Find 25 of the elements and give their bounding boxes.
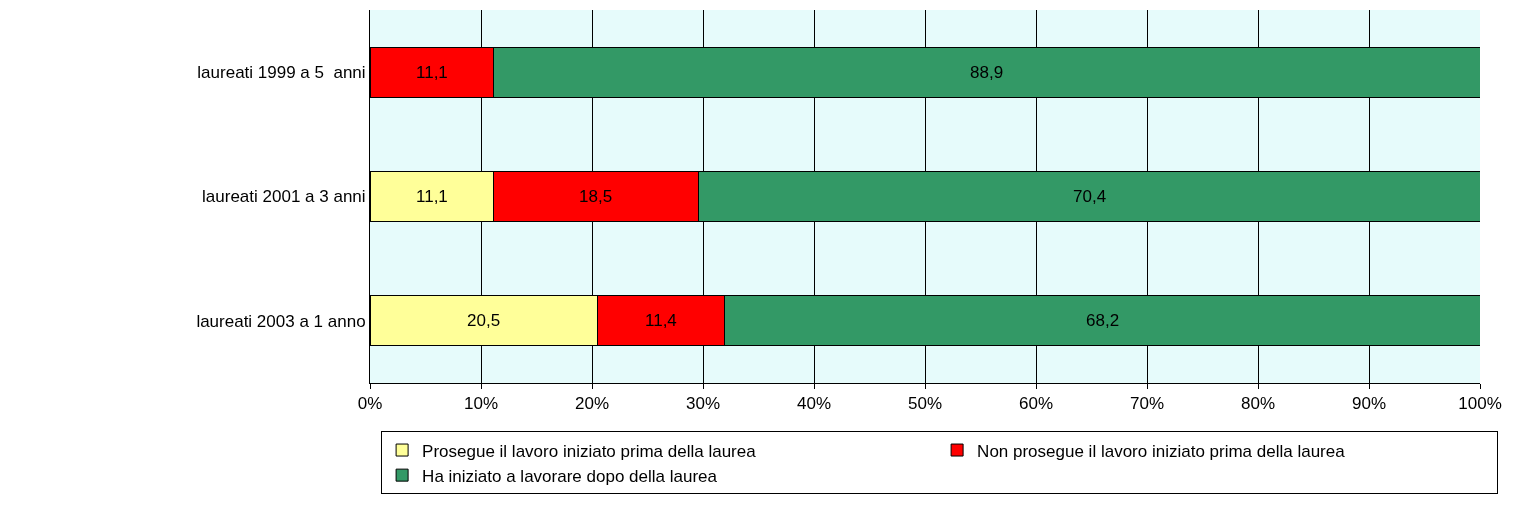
legend-label: Ha iniziato a lavorare dopo della laurea	[422, 466, 718, 486]
x-tick-label: 10%	[463, 394, 499, 414]
x-tick-label: 90%	[1351, 394, 1387, 414]
x-tick-label: 40%	[796, 394, 832, 414]
y-tick-label: laureati 2001 a 3 anni	[202, 187, 366, 207]
data-label: 68,2	[1086, 311, 1120, 330]
x-tick-label: 0%	[357, 394, 383, 414]
data-label: 11,1	[416, 187, 448, 206]
data-label: 70,4	[1073, 187, 1107, 206]
x-tick-label: 20%	[574, 394, 610, 414]
data-label: 88,9	[970, 63, 1004, 82]
y-tick-label: laureati 1999 a 5 anni	[197, 63, 366, 83]
x-tick-label: 50%	[907, 394, 943, 414]
data-label: 20,5	[467, 311, 501, 330]
legend-label: Non prosegue il lavoro iniziato prima della laurea	[977, 441, 1346, 461]
data-label: 11,4	[645, 311, 677, 330]
x-tick-label: 70%	[1129, 394, 1165, 414]
x-tick-label: 80%	[1240, 394, 1276, 414]
x-tick-label: 30%	[685, 394, 721, 414]
data-label: 18,5	[579, 187, 613, 206]
legend-label: Prosegue il lavoro iniziato prima della laurea	[422, 441, 757, 461]
y-tick-label: laureati 2003 a 1 anno	[196, 311, 366, 331]
x-tick-label: 100%	[1458, 394, 1502, 414]
x-tick-label: 60%	[1018, 394, 1054, 414]
data-label: 11,1	[416, 63, 448, 82]
